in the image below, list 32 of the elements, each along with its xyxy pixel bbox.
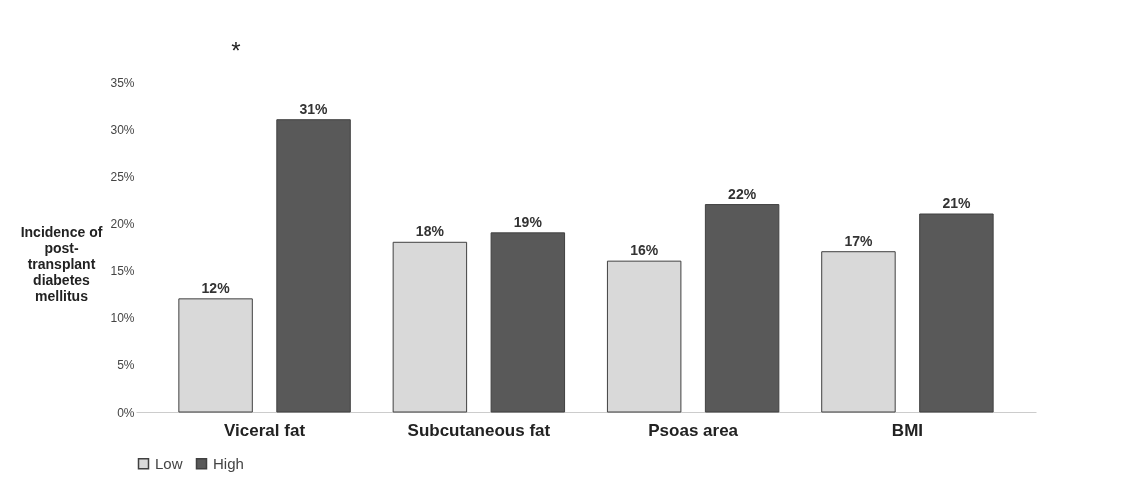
bar	[704, 204, 780, 413]
bar	[178, 298, 253, 413]
data-label: 22%	[728, 185, 757, 202]
y-tick-label: 0%	[117, 405, 135, 420]
y-tick-label: 5%	[117, 358, 135, 373]
data-label: 17%	[844, 232, 874, 249]
legend-label: High	[213, 454, 244, 472]
data-label: 19%	[513, 213, 543, 230]
data-label: 18%	[415, 223, 445, 240]
legend-label: Low	[155, 454, 183, 472]
data-label: 31%	[299, 100, 329, 117]
x-tick-label: Psoas area	[648, 420, 739, 440]
bar	[392, 241, 468, 413]
y-tick-label: 15%	[110, 264, 135, 279]
y-tick-label: 35%	[110, 75, 135, 90]
y-tick-label: 30%	[110, 122, 135, 137]
bar	[606, 260, 682, 413]
y-tick-label: 20%	[110, 216, 135, 231]
y-tick-label: 10%	[110, 311, 135, 326]
data-label: 21%	[942, 195, 971, 211]
text: *	[231, 37, 241, 64]
data-label: 12%	[201, 279, 231, 296]
x-tick-label: BMI	[891, 420, 924, 440]
bar	[490, 232, 566, 413]
x-tick-label: Subcutaneous fat	[407, 420, 551, 440]
y-axis-title: Incidence of post-transplant diabetes mellitus	[20, 223, 103, 304]
bar	[821, 251, 896, 413]
x-tick-label: Viceral fat	[224, 420, 306, 440]
data-label: 16%	[630, 242, 659, 259]
y-tick-label: 25%	[110, 169, 135, 184]
bar	[919, 213, 994, 413]
bar	[276, 119, 351, 413]
